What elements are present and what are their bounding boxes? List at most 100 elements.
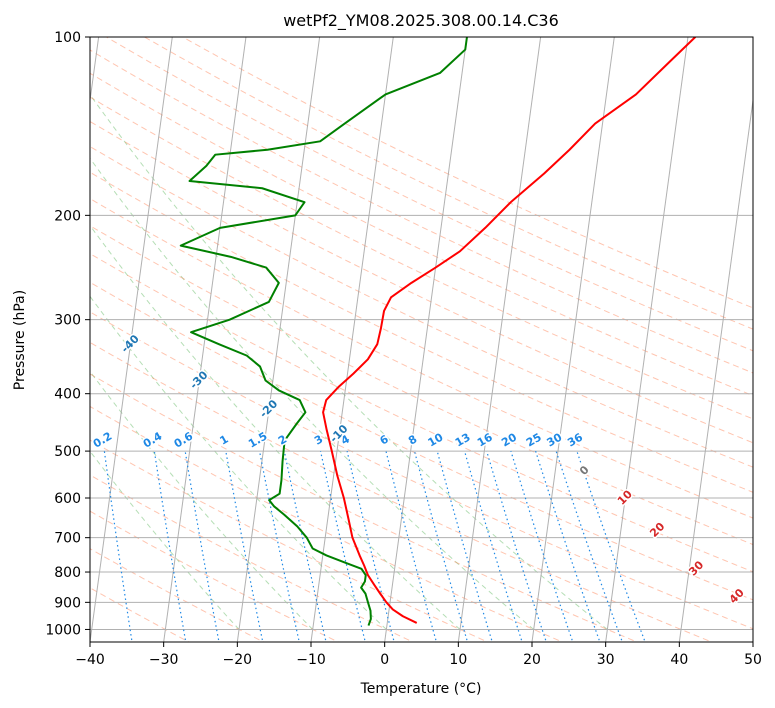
mixing-ratio-label: 20 — [499, 430, 519, 449]
x-tick-label: 20 — [523, 652, 541, 668]
mixing-ratio-label: 0.4 — [141, 429, 165, 450]
dry-adiabat-line — [90, 510, 340, 642]
temperature-profile-line — [322, 37, 697, 624]
dry-adiabat-line — [90, 171, 753, 493]
mixing-ratio-label: 36 — [565, 430, 585, 449]
mixing-ratio-line — [184, 451, 220, 642]
dry-adiabat-line — [90, 474, 415, 642]
mixing-ratio-line — [58, 451, 83, 644]
dry-adiabat-line — [181, 37, 753, 309]
dry-adiabat-line — [90, 439, 489, 642]
dry-adiabat-line — [90, 72, 753, 397]
mixing-ratio-label: 8 — [406, 433, 419, 448]
y-tick-label: 500 — [54, 444, 81, 460]
isotherm-line — [457, 37, 542, 642]
moist-adiabat-line — [90, 157, 535, 630]
mixing-ratio-label: 3 — [312, 433, 325, 448]
mixing-ratio-label: 2 — [276, 433, 289, 448]
mixing-ratio-line — [535, 450, 601, 642]
mixing-ratio-line — [385, 450, 438, 642]
dewpoint-profile-line — [179, 37, 468, 626]
mixing-ratio-label: 0.2 — [91, 430, 114, 451]
x-tick-label: −20 — [223, 652, 253, 668]
mixing-ratio-label: 30 — [544, 430, 564, 449]
mixing-ratio-line — [319, 450, 366, 642]
theta-e-label: 0 — [577, 463, 592, 478]
mixing-ratio-label: 4 — [339, 432, 352, 447]
isotherm-label: -60 — [0, 241, 7, 264]
dry-adiabat-line — [90, 198, 753, 519]
dry-adiabat-line — [90, 253, 753, 573]
moist-adiabat-line — [90, 450, 240, 630]
mixing-ratio-label: 25 — [524, 431, 544, 450]
mixing-ratio-line — [153, 451, 187, 642]
isotherm-line — [605, 37, 689, 642]
dry-adiabat-line — [90, 49, 753, 374]
dry-adiabat-line — [90, 405, 564, 642]
isotherm-line — [310, 37, 394, 642]
dry-adiabat-line — [105, 37, 753, 352]
mixing-ratio-line — [103, 451, 133, 642]
isotherm-line — [90, 37, 173, 642]
y-axis-label: Pressure (hPa) — [12, 290, 28, 390]
dry-adiabat-line — [90, 120, 753, 444]
mixing-ratio-line — [463, 450, 523, 642]
y-tick-label: 100 — [54, 30, 81, 46]
y-tick-label: 1000 — [45, 622, 81, 638]
x-axis-label: Temperature (°C) — [360, 681, 482, 697]
plot-frame — [89, 36, 754, 643]
isotherm-line — [531, 37, 615, 642]
isotherm-label: -30 — [187, 368, 210, 391]
chart-title: wetPf2_YM08.2025.308.00.14.C36 — [283, 11, 559, 31]
y-tick-label: 600 — [54, 491, 81, 507]
x-tick-label: 40 — [670, 652, 688, 668]
plot-area: -100-90-80-70-60-50-40-30-20-100.10.20.4… — [0, 37, 753, 644]
dry-adiabat-line — [90, 311, 753, 630]
isotherm-label: -20 — [257, 397, 280, 420]
mixing-ratio-line — [436, 450, 493, 642]
mixing-ratio-label: 10 — [426, 430, 446, 449]
mixing-ratio-line — [510, 450, 574, 642]
dry-adiabat-line — [143, 37, 753, 330]
y-tick-label: 800 — [54, 565, 81, 581]
y-tick-label: 700 — [54, 531, 81, 547]
x-tick-label: 50 — [744, 652, 762, 668]
y-tick-label: 400 — [54, 387, 81, 403]
mixing-ratio-label: 16 — [475, 430, 495, 449]
theta-e-label: 40 — [727, 586, 747, 606]
isotherm-line — [163, 37, 247, 642]
axes-ticks: −40 −30 −20 −10 0 10 20 30 40 5010020030040050060… — [45, 30, 762, 668]
moist-adiabat-line — [90, 370, 314, 630]
x-tick-label: 0 — [380, 652, 389, 668]
y-tick-label: 900 — [54, 595, 81, 611]
mixing-ratio-line — [413, 450, 469, 642]
dry-adiabat-line — [90, 587, 190, 642]
x-tick-label: 10 — [449, 652, 467, 668]
isotherm-line — [90, 37, 100, 105]
x-tick-label: 30 — [597, 652, 615, 668]
dry-adiabat-line — [90, 145, 753, 468]
isotherm-line — [236, 37, 321, 642]
dry-adiabat-line — [90, 373, 639, 642]
dry-adiabat-line — [90, 225, 753, 546]
theta-e-label: 20 — [647, 520, 667, 540]
theta-e-label: 10 — [615, 487, 635, 507]
moist-adiabat-line — [90, 93, 608, 630]
y-tick-label: 300 — [54, 313, 81, 329]
theta-e-label: 30 — [686, 558, 706, 578]
mixing-ratio-label: 13 — [453, 431, 473, 450]
y-tick-label: 200 — [54, 208, 81, 224]
isotherm-line — [384, 37, 468, 642]
moist-adiabat-line — [90, 224, 461, 630]
isotherm-line — [752, 638, 753, 642]
x-tick-label: −40 — [75, 652, 105, 668]
dry-adiabat-line — [90, 281, 753, 601]
isotherm-line — [678, 96, 753, 642]
isotherm-label: -40 — [119, 332, 142, 355]
mixing-ratio-line — [258, 450, 300, 642]
dry-adiabat-line — [90, 96, 753, 420]
mixing-ratio-line — [225, 450, 264, 642]
mixing-ratio-line — [555, 450, 623, 642]
x-tick-label: −10 — [296, 652, 326, 668]
